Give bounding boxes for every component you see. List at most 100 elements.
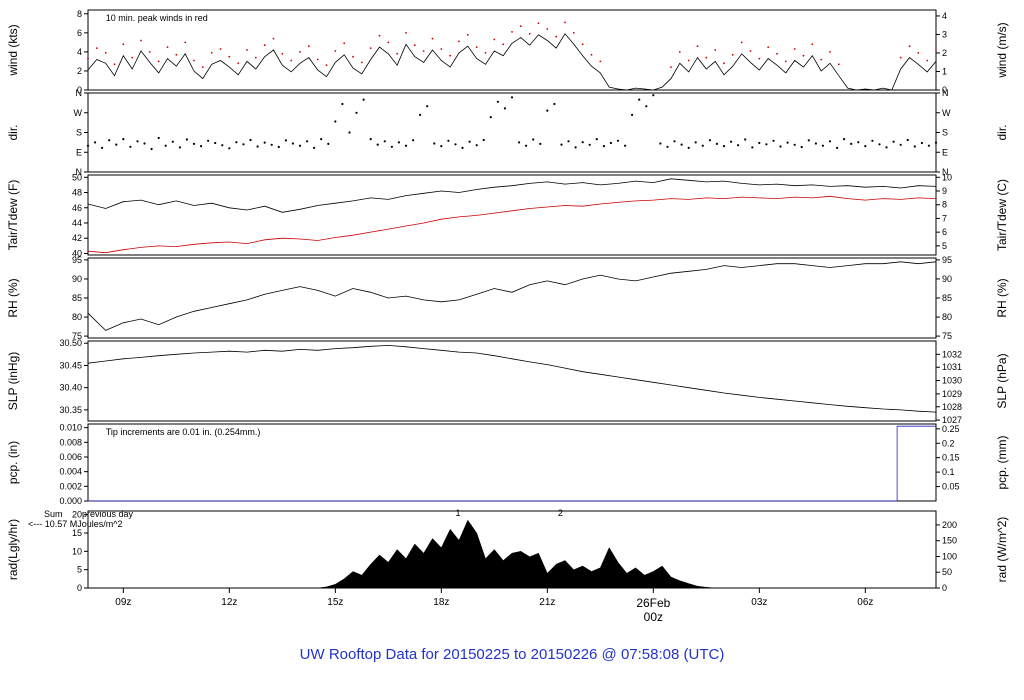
svg-text:0.006: 0.006 [59,452,82,462]
svg-text:44: 44 [72,218,82,228]
svg-text:0.002: 0.002 [59,481,82,491]
svg-text:6: 6 [942,227,947,237]
ylabel-left-rh: RH (%) [6,278,20,317]
svg-text:1027: 1027 [942,415,962,425]
ylabel-right-rad: rad (W/m^2) [995,517,1009,583]
svg-text:0.010: 0.010 [59,423,82,433]
svg-text:90: 90 [72,274,82,284]
svg-text:N: N [76,88,83,98]
svg-text:0.008: 0.008 [59,437,82,447]
series-solar-radiation [88,519,936,589]
x-tick-date: 26Feb [636,596,670,610]
svg-text:5: 5 [77,565,82,575]
svg-text:75: 75 [72,331,82,341]
svg-text:75: 75 [942,331,952,341]
panel-temp: 40 42 44 46 48 50 5 6 7 8 9 10 Tair/Tdew (F) Tair/Tde… [6,172,1009,258]
svg-text:80: 80 [942,312,952,322]
x-tick: 03z [751,597,767,608]
svg-text:N: N [942,167,949,177]
svg-text:30.45: 30.45 [59,360,82,370]
annotation: 1 [456,508,461,518]
svg-text:0.1: 0.1 [942,467,955,477]
svg-text:95: 95 [72,255,82,265]
svg-text:80: 80 [72,312,82,322]
svg-text:S: S [942,128,948,138]
svg-text:46: 46 [72,203,82,213]
panel-slp: 30.35 30.40 30.45 30.50 1027 1028 1029 1030 1031… [6,338,1009,425]
x-tick: 09z [115,597,131,608]
annotation: Tip increments are 0.01 in. (0.254mm.) [106,427,261,437]
series-sea-level-pressure [87,344,937,413]
svg-text:100: 100 [942,551,957,561]
svg-text:30.35: 30.35 [59,405,82,415]
svg-text:E: E [942,147,948,157]
x-tick: 21z [539,597,555,608]
svg-text:0: 0 [77,583,82,593]
svg-text:7: 7 [942,213,947,223]
svg-text:30.50: 30.50 [59,338,82,348]
svg-text:0: 0 [77,85,82,95]
chart-title: UW Rooftop Data for 20150225 to 20150226… [299,646,725,663]
series-wind-direction [86,94,938,151]
annotation: 10 min. peak winds in red [106,13,208,23]
ylabel-right-pcp: pcp. (mm) [995,435,1009,489]
annotation: 2 [558,508,563,518]
x-tick-date: 00z [644,610,663,624]
ylabel-left-wind: wind (kts) [6,24,20,76]
series-wind-speed [87,33,937,91]
svg-text:0.000: 0.000 [59,496,82,506]
svg-text:E: E [76,147,82,157]
svg-text:50: 50 [72,172,82,182]
svg-text:S: S [76,128,82,138]
svg-text:20: 20 [72,510,82,520]
svg-text:0.004: 0.004 [59,467,82,477]
svg-text:2: 2 [942,48,947,58]
svg-text:0.15: 0.15 [942,453,960,463]
panel-wind: 0 2 4 6 8 0 1 2 3 4 wind (kts) wind (m/s) 10 min. pe… [6,9,1009,95]
svg-text:30.40: 30.40 [59,383,82,393]
svg-text:0: 0 [942,85,947,95]
annotation: Sum [44,509,63,519]
series-tdew [87,195,937,254]
series-tair [87,178,937,213]
svg-text:10: 10 [942,172,952,182]
svg-text:0.05: 0.05 [942,482,960,492]
ylabel-right-slp: SLP (hPa) [995,353,1009,408]
annotation: <--- 10.57 MJoules/m^2 [28,519,123,529]
svg-text:40: 40 [72,248,82,258]
svg-text:4: 4 [942,11,947,21]
svg-text:1031: 1031 [942,362,962,372]
svg-text:48: 48 [72,188,82,198]
series-precip-accum [88,425,936,502]
ylabel-left-pcp: pcp. (in) [6,441,20,484]
ylabel-right-rh: RH (%) [995,278,1009,317]
svg-text:50: 50 [942,567,952,577]
svg-text:200: 200 [942,520,957,530]
svg-text:42: 42 [72,233,82,243]
svg-text:85: 85 [942,293,952,303]
x-tick: 15z [327,597,343,608]
svg-text:2: 2 [77,66,82,76]
svg-text:5: 5 [942,241,947,251]
ylabel-left-temp: Tair/Tdew (F) [6,180,20,251]
svg-text:1: 1 [942,66,947,76]
ylabel-right-wind: wind (m/s) [995,22,1009,78]
ylabel-left-dir: dir. [6,124,20,140]
svg-text:95: 95 [942,255,952,265]
svg-text:85: 85 [72,293,82,303]
ylabel-right-temp: Tair/Tdew (C) [995,179,1009,251]
series-relative-humidity [87,261,937,331]
svg-text:8: 8 [942,200,947,210]
ylabel-left-rad: rad(Lgly/hr) [6,519,20,580]
annotation: previous day [82,509,134,519]
svg-text:90: 90 [942,274,952,284]
series-peak-wind [87,21,937,68]
panel-rh: 75 80 85 90 95 75 80 85 90 95 RH (%) RH (%) [6,255,1009,341]
svg-text:0: 0 [942,583,947,593]
svg-text:10: 10 [72,546,82,556]
svg-text:1032: 1032 [942,349,962,359]
svg-text:0.2: 0.2 [942,438,955,448]
